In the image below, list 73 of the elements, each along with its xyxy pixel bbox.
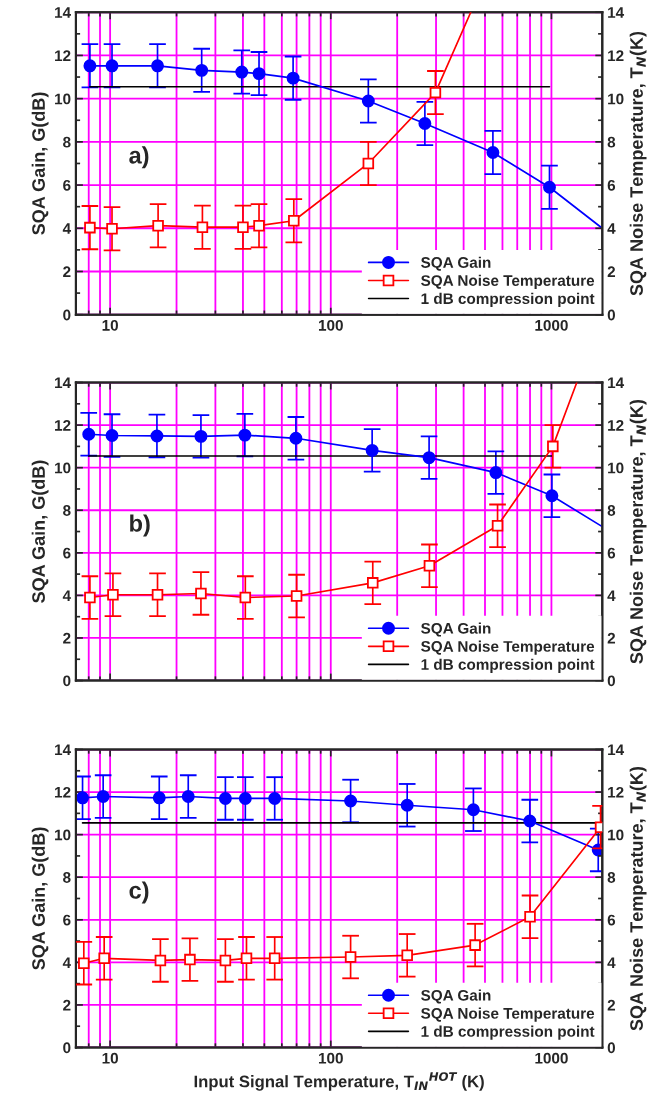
legend-label: SQA Noise Temperature [421, 1007, 595, 1022]
y2-tick-label: 6 [607, 179, 616, 191]
legend-label: 1 dB compression point [421, 1025, 595, 1040]
y2-tick-label: 6 [607, 547, 616, 559]
y2-tick-label: 8 [607, 872, 616, 883]
legend-label: SQA Gain [421, 989, 491, 1004]
y2-tick-label: 14 [608, 744, 625, 756]
y-tick-label: 4 [62, 223, 71, 234]
y-axis-title: SQA Gain, G(dB) [31, 827, 49, 970]
x-tick-label: 10 [102, 319, 118, 331]
y-tick-label: 10 [55, 462, 71, 474]
y-tick-label: 12 [55, 786, 71, 798]
x-tick-label: 100 [318, 1052, 343, 1064]
y2-tick-label: 10 [608, 93, 624, 105]
y2-tick-label: 8 [607, 136, 616, 148]
y-tick-label: 2 [63, 632, 71, 644]
y2-tick-label: 2 [607, 632, 616, 644]
y-tick-label: 4 [62, 957, 71, 968]
y2-tick-label: 12 [608, 50, 624, 61]
y2-tick-label: 12 [608, 786, 624, 798]
y-tick-label: 14 [55, 744, 71, 756]
y-tick-label: 0 [63, 675, 71, 687]
y2-tick-label: 12 [608, 419, 624, 431]
legend-label: SQA Noise Temperature [421, 640, 595, 655]
y2-tick-label: 8 [607, 505, 616, 516]
x-tick-label: 100 [318, 319, 343, 331]
y-tick-label: 8 [63, 872, 71, 883]
y2-axis-title: SQA Noise Temperature, T$_{N}$(K) [629, 31, 647, 296]
y2-tick-label: 2 [607, 266, 616, 278]
y-tick-label: 0 [63, 1042, 71, 1054]
y-tick-label: 6 [63, 179, 71, 191]
y2-axis-title: SQA Noise Temperature, T$_{N}$(K) [629, 399, 647, 664]
y-tick-label: 6 [63, 914, 71, 926]
legend-label: SQA Gain [421, 622, 491, 637]
y-axis-title: SQA Gain, G(dB) [31, 460, 49, 603]
annotation: b) [130, 514, 150, 537]
x-tick-label: 1000 [535, 1052, 568, 1064]
y2-tick-label: 10 [608, 829, 624, 841]
legend-label: 1 dB compression point [421, 658, 595, 673]
y-tick-label: 6 [63, 547, 71, 559]
y-tick-label: 4 [62, 590, 71, 601]
annotation: a) [129, 146, 149, 169]
y2-tick-label: 2 [607, 999, 616, 1011]
y-tick-label: 12 [55, 419, 71, 431]
legend-label: 1 dB compression point [421, 292, 595, 308]
x-axis-title: Input Signal Temperature, T$_{IN}$$^{HOT}$ (K) [194, 1072, 484, 1091]
y-axis-title: SQA Gain, G(dB) [31, 92, 49, 235]
y-tick-label: 14 [55, 377, 71, 389]
y-tick-label: 14 [55, 7, 71, 18]
y2-tick-label: 4 [607, 590, 616, 601]
legend-label: SQA Gain [421, 256, 491, 271]
x-tick-label: 1000 [535, 319, 568, 331]
y2-tick-label: 6 [607, 914, 616, 926]
y2-tick-label: 4 [607, 223, 616, 234]
y2-tick-label: 0 [607, 309, 615, 321]
y2-tick-label: 0 [607, 1042, 615, 1054]
y2-tick-label: 14 [608, 377, 625, 389]
y-tick-label: 10 [55, 829, 71, 841]
y-tick-label: 8 [63, 505, 71, 516]
y2-tick-label: 0 [607, 675, 615, 687]
y2-tick-label: 14 [608, 7, 625, 18]
y-tick-label: 10 [55, 93, 71, 105]
y-tick-label: 0 [63, 309, 71, 321]
x-tick-label: 10 [102, 1052, 118, 1064]
legend-label: SQA Noise Temperature [421, 274, 595, 289]
y2-tick-label: 10 [608, 462, 624, 474]
y-tick-label: 8 [63, 136, 71, 148]
y2-axis-title: SQA Noise Temperature, T$_{N}$(K) [629, 766, 647, 1031]
y-tick-label: 2 [63, 999, 71, 1011]
y2-tick-label: 4 [607, 957, 616, 968]
y-tick-label: 12 [55, 50, 71, 61]
annotation: c) [129, 881, 149, 904]
y-tick-label: 2 [63, 266, 71, 278]
